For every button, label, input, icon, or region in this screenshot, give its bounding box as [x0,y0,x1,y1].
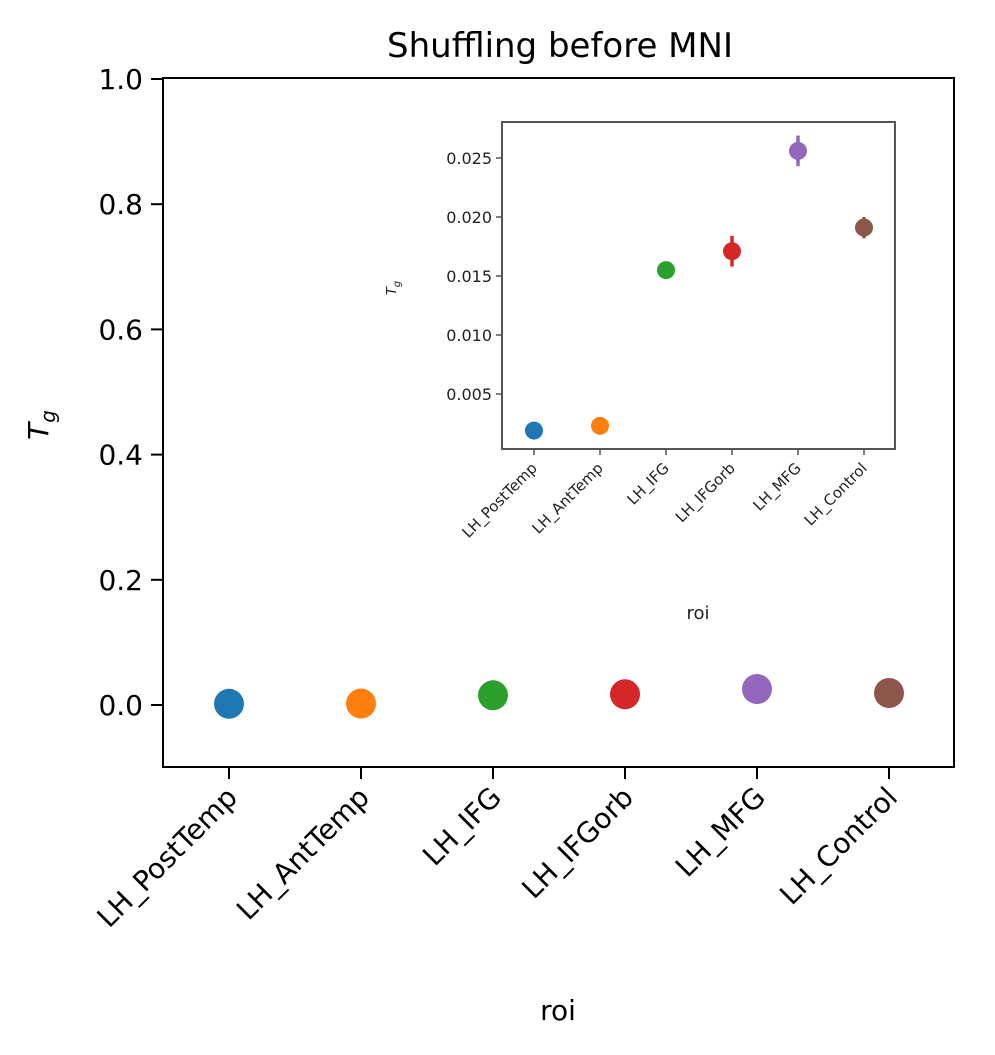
inset-x-tick-label: LH_IFG [623,459,673,509]
data-point-LH_MFG [742,673,772,704]
y-tick-label: 1.0 [98,63,143,96]
inset-x-tick-label: LH_IFGorb [672,459,740,527]
data-point-LH_AntTemp [346,688,376,719]
inset-data-point-LH_AntTemp [591,416,609,435]
x-axis-label: roi [540,994,576,1027]
y-axis-label-sub: g [36,410,60,423]
inset-y-tick-label: 0.025 [446,149,492,168]
y-axis-label: Tg [22,410,60,440]
inset-x-tick-label: LH_PostTemp [458,459,541,542]
inset-y-axis-label-main: T [385,286,400,295]
x-tick-label: LH_IFG [416,781,508,873]
inset-data-point-LH_Control [855,218,873,237]
inset-y-axis-label-sub: g [392,281,403,287]
x-tick-label: LH_MFG [669,781,772,884]
inset-y-tick-label: 0.010 [446,326,492,345]
inset-plot-frame [501,121,896,450]
inset-y-axis-label: Tg [385,281,403,295]
inset-x-tick-label: LH_MFG [749,459,805,515]
y-tick-label: 0.0 [98,689,143,722]
y-tick-label: 0.8 [98,188,143,221]
main-plot-frame [162,77,955,768]
inset-y-tick-label: 0.020 [446,208,492,227]
inset-data-point-LH_MFG [789,141,807,160]
y-axis-label-main: T [22,421,55,440]
y-tick-label: 0.2 [98,564,143,597]
inset-x-axis-label: roi [686,603,709,624]
x-tick-label: LH_IFGorb [515,781,640,906]
inset-x-tick-label: LH_Control [801,459,872,530]
y-tick-label: 0.4 [98,439,143,472]
data-point-LH_PostTemp [214,688,244,719]
y-tick-label: 0.6 [98,313,143,346]
x-tick-label: LH_AntTemp [230,781,376,927]
data-point-LH_IFGorb [610,679,640,710]
chart-title: Shuffling before MNI [387,26,733,66]
data-point-LH_Control [874,678,904,709]
x-tick-label: LH_Control [773,781,904,912]
inset-x-tick-label: LH_AntTemp [529,459,608,538]
inset-data-point-LH_PostTemp [525,421,543,440]
x-tick-label: LH_PostTemp [91,781,244,934]
inset-data-point-LH_IFGorb [723,242,741,261]
data-point-LH_IFG [478,680,508,711]
inset-y-tick-label: 0.015 [446,267,492,286]
inset-y-tick-label: 0.005 [446,385,492,404]
inset-data-point-LH_IFG [657,261,675,280]
